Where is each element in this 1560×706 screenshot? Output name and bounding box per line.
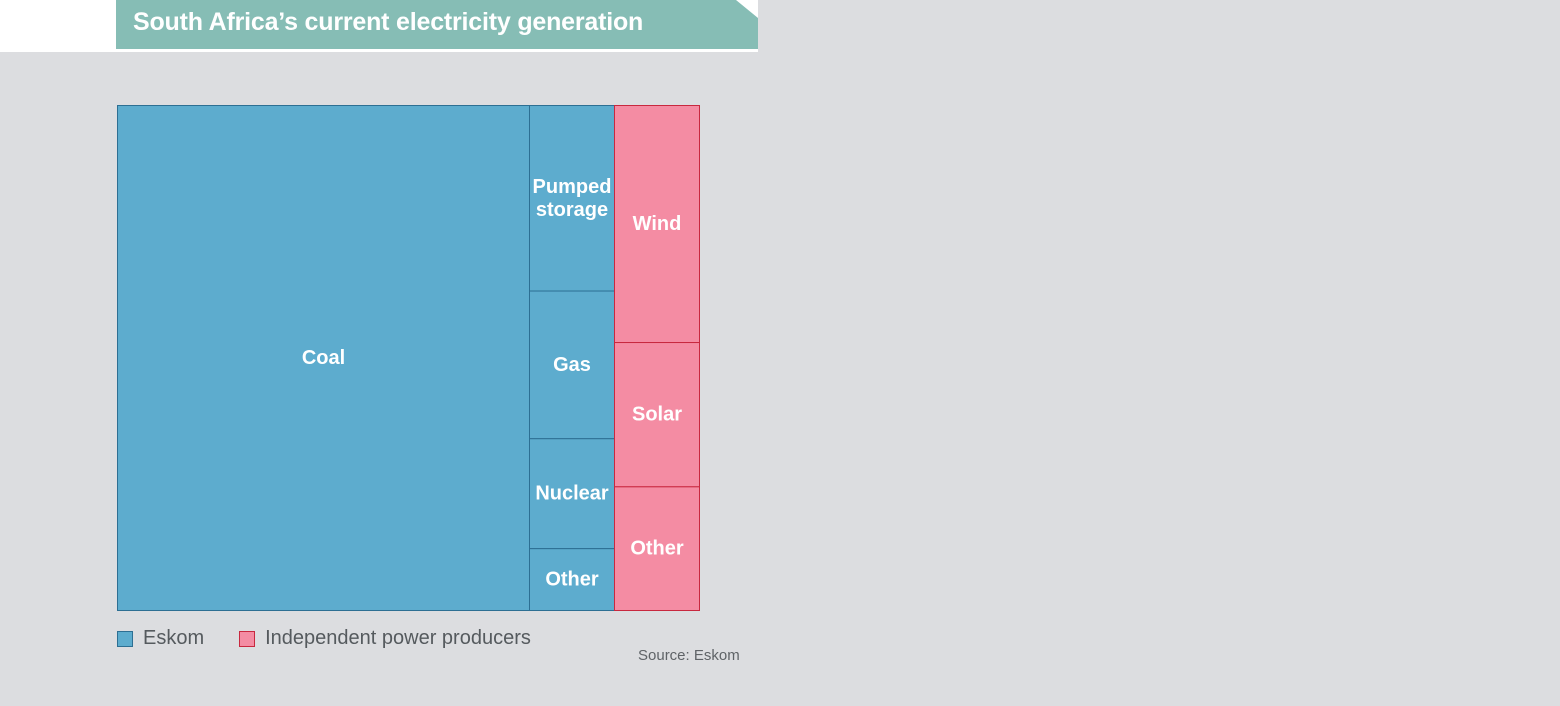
legend-swatch-ipp bbox=[239, 630, 256, 647]
cell-eskom-nuclear-label: Nuclear bbox=[535, 483, 609, 505]
legend-item-eskom: Eskom bbox=[117, 627, 204, 650]
cell-ipp-solar-label: Solar bbox=[632, 404, 682, 426]
cell-ipp-wind-cell bbox=[614, 105, 700, 344]
cell-eskom-gas-cell bbox=[529, 290, 615, 440]
cell-eskom-other-label: Other bbox=[545, 569, 599, 591]
legend-item-ipp: Independent power producers bbox=[239, 627, 531, 650]
legend-label-eskom: Eskom bbox=[143, 627, 205, 649]
legend-label-ipp: Independent power producers bbox=[265, 627, 531, 649]
cell-ipp-solar-cell bbox=[614, 342, 700, 488]
cell-ipp-other-label: Other bbox=[630, 538, 684, 560]
title-banner bbox=[116, 0, 758, 49]
legend-swatch-eskom bbox=[117, 630, 133, 647]
cell-eskom-coal-cell bbox=[117, 105, 530, 611]
source-note: Source: Eskom bbox=[638, 647, 740, 664]
cell-eskom-other-cell bbox=[529, 548, 615, 612]
cell-ipp-other-cell bbox=[614, 486, 700, 612]
cell-eskom-nuclear-cell bbox=[529, 438, 615, 550]
legend: Eskom Independent power producers bbox=[117, 627, 531, 650]
cell-ipp-wind-label: Wind bbox=[633, 213, 682, 235]
chart-title: South Africa’s current electricity gener… bbox=[133, 8, 644, 36]
cell-eskom-coal-label: Coal bbox=[302, 347, 345, 369]
cell-eskom-pumped-storage-label: Pumped storage bbox=[533, 176, 612, 221]
cell-eskom-pumped-storage-cell bbox=[529, 105, 615, 292]
cell-eskom-gas-label: Gas bbox=[553, 354, 591, 376]
